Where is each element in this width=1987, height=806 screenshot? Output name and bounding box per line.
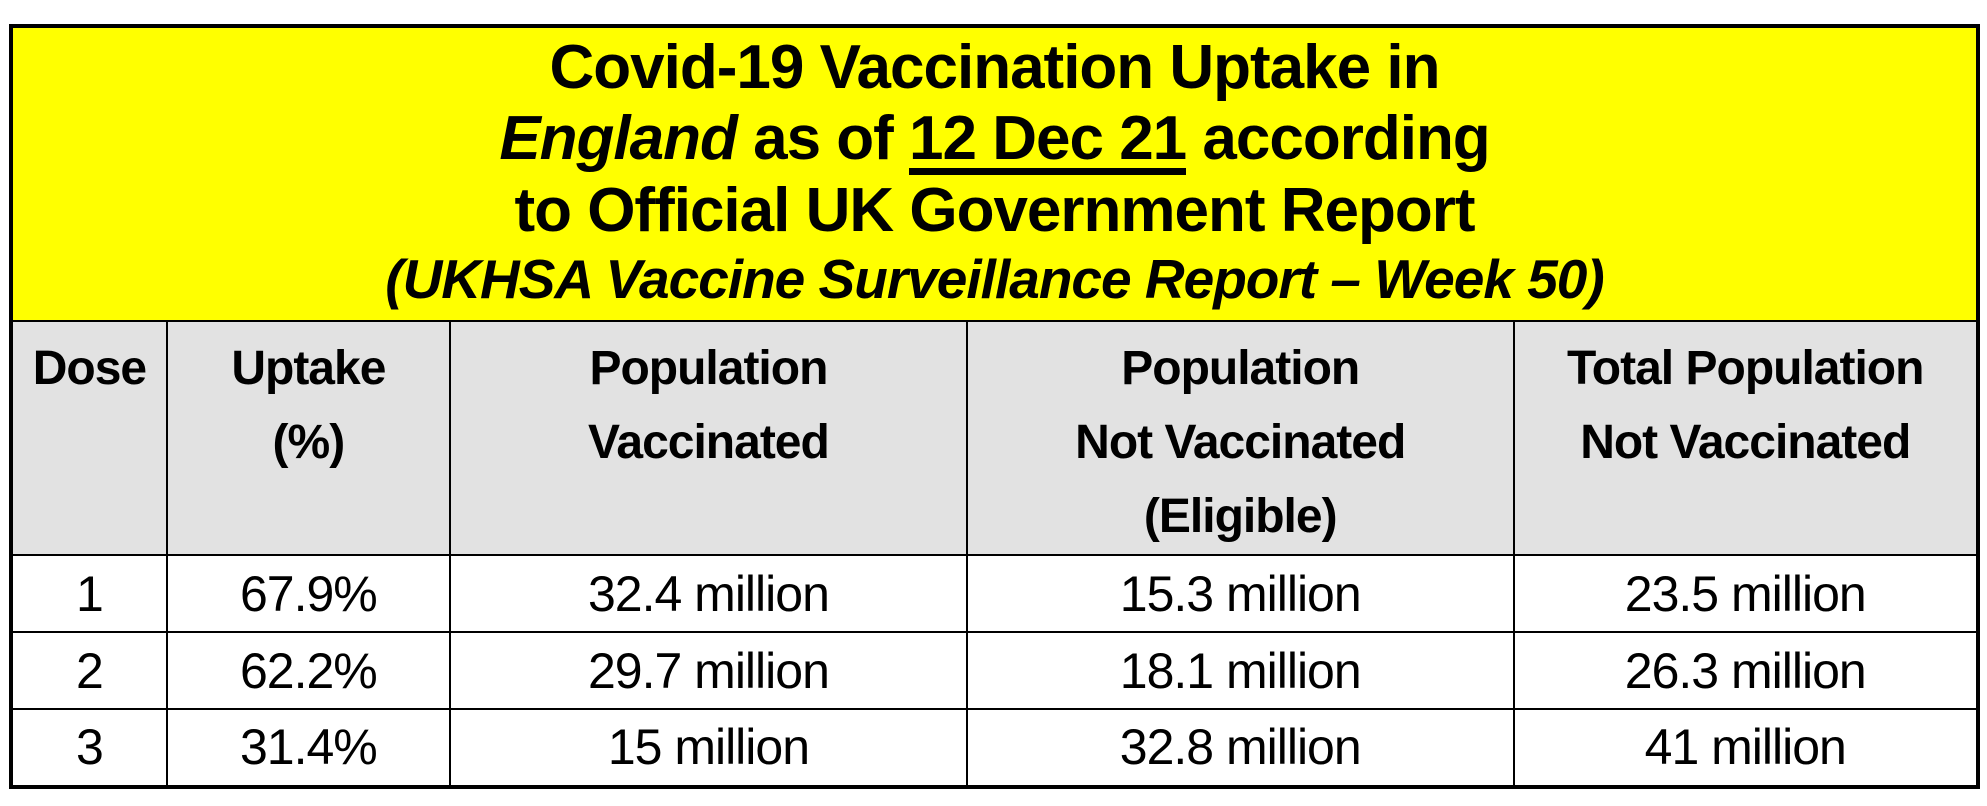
table-title: Covid-19 Vaccination Uptake in England a…	[10, 25, 1979, 322]
report-date: 12 Dec 21	[909, 104, 1187, 175]
as-of-text: as of	[736, 104, 910, 173]
col-header-dose: Dose	[10, 320, 168, 556]
cell-uptake: 62.2%	[165, 631, 451, 710]
vaccination-table: Covid-19 Vaccination Uptake in England a…	[9, 24, 1980, 789]
according-text: according	[1186, 104, 1490, 173]
cell-population-vaccinated: 29.7 million	[448, 631, 968, 710]
cell-population-not-vaccinated: 32.8 million	[965, 708, 1515, 787]
cell-total-not-vaccinated: 23.5 million	[1512, 554, 1979, 633]
cell-population-vaccinated: 32.4 million	[448, 554, 968, 633]
cell-population-vaccinated: 15 million	[448, 708, 968, 787]
cell-total-not-vaccinated: 41 million	[1512, 708, 1979, 787]
title-line-1: Covid-19 Vaccination Uptake in	[549, 33, 1441, 102]
table-row-dose-1: 1 67.9% 32.4 million 15.3 million 23.5 m…	[10, 554, 1979, 633]
cell-uptake: 67.9%	[165, 554, 451, 633]
col-header-total-population-not-vaccinated: Total Population Not Vaccinated	[1512, 320, 1979, 556]
cell-dose: 3	[10, 708, 168, 787]
col-header-population-not-vaccinated-eligible: Population Not Vaccinated (Eligible)	[965, 320, 1515, 556]
cell-dose: 2	[10, 631, 168, 710]
title-subtitle: (UKHSA Vaccine Surveillance Report – Wee…	[385, 248, 1604, 310]
england-text: England	[499, 104, 738, 173]
title-line-3: to Official UK Government Report	[514, 176, 1475, 245]
col-header-uptake-percent: Uptake (%)	[165, 320, 451, 556]
cell-uptake: 31.4%	[165, 708, 451, 787]
table-row-dose-3: 3 31.4% 15 million 32.8 million 41 milli…	[10, 708, 1979, 787]
col-header-population-vaccinated: Population Vaccinated	[448, 320, 968, 556]
column-header-row: Dose Uptake (%) Population Vaccinated Po…	[10, 320, 1979, 556]
cell-population-not-vaccinated: 18.1 million	[965, 631, 1515, 710]
cell-total-not-vaccinated: 26.3 million	[1512, 631, 1979, 710]
table-row-dose-2: 2 62.2% 29.7 million 18.1 million 26.3 m…	[10, 631, 1979, 710]
cell-population-not-vaccinated: 15.3 million	[965, 554, 1515, 633]
title-line-2: England as of 12 Dec 21 according	[13, 103, 1976, 175]
title-row: Covid-19 Vaccination Uptake in England a…	[10, 25, 1979, 322]
cell-dose: 1	[10, 554, 168, 633]
